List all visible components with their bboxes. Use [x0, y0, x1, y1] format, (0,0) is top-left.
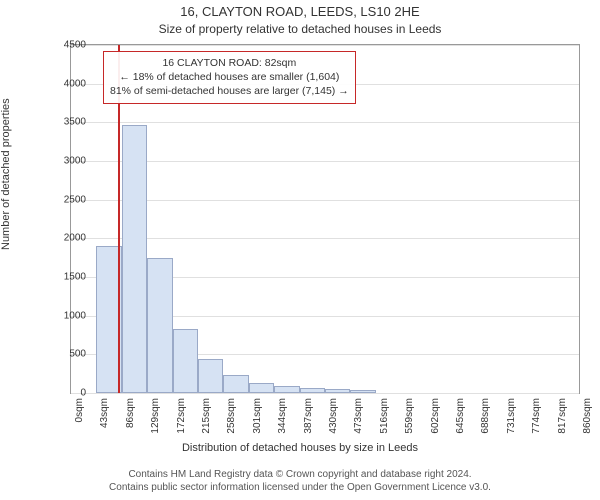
x-tick: 258sqm [226, 398, 237, 434]
histogram-bar [300, 388, 325, 393]
y-tick: 1000 [46, 310, 86, 321]
x-tick: 473sqm [353, 398, 364, 434]
x-tick: 0sqm [74, 398, 85, 422]
grid-line [71, 161, 579, 162]
grid-line [71, 122, 579, 123]
footer-line-2: Contains public sector information licen… [0, 482, 600, 495]
x-tick: 860sqm [582, 398, 593, 434]
histogram-bar [350, 390, 375, 393]
y-tick: 3000 [46, 156, 86, 167]
annotation-line: 81% of semi-detached houses are larger (… [110, 84, 349, 98]
histogram-bar [198, 359, 223, 393]
grid-line [71, 45, 579, 46]
x-tick: 774sqm [531, 398, 542, 434]
x-tick: 172sqm [176, 398, 187, 434]
x-tick: 516sqm [379, 398, 390, 434]
histogram-bar [274, 386, 299, 393]
y-tick: 4000 [46, 78, 86, 89]
x-tick: 731sqm [506, 398, 517, 434]
y-tick: 500 [46, 349, 86, 360]
y-axis-label: Number of detached properties [0, 98, 12, 250]
y-tick: 2000 [46, 233, 86, 244]
x-tick: 86sqm [125, 398, 136, 428]
plot-area: 16 CLAYTON ROAD: 82sqm← 18% of detached … [70, 44, 580, 394]
annotation-box: 16 CLAYTON ROAD: 82sqm← 18% of detached … [103, 51, 356, 104]
histogram-bar [223, 375, 248, 393]
x-tick: 344sqm [277, 398, 288, 434]
x-tick: 215sqm [201, 398, 212, 434]
chart-subtitle: Size of property relative to detached ho… [0, 22, 600, 36]
y-tick: 4500 [46, 40, 86, 51]
x-tick: 129sqm [150, 398, 161, 434]
grid-line [71, 238, 579, 239]
x-tick: 43sqm [99, 398, 110, 428]
histogram-bar [249, 383, 274, 393]
x-tick: 602sqm [430, 398, 441, 434]
y-tick: 1500 [46, 272, 86, 283]
y-tick: 2500 [46, 194, 86, 205]
x-tick: 387sqm [303, 398, 314, 434]
histogram-bar [325, 389, 350, 393]
y-tick: 0 [46, 388, 86, 399]
x-tick: 817sqm [557, 398, 568, 434]
histogram-bar [173, 329, 198, 393]
x-tick: 301sqm [252, 398, 263, 434]
chart-title: 16, CLAYTON ROAD, LEEDS, LS10 2HE [0, 4, 600, 19]
histogram-chart: 16, CLAYTON ROAD, LEEDS, LS10 2HE Size o… [0, 0, 600, 500]
y-tick: 3500 [46, 117, 86, 128]
x-tick: 688sqm [480, 398, 491, 434]
x-tick: 430sqm [328, 398, 339, 434]
x-axis-label: Distribution of detached houses by size … [0, 442, 600, 454]
annotation-line: 16 CLAYTON ROAD: 82sqm [110, 56, 349, 70]
grid-line [71, 200, 579, 201]
footer-line-1: Contains HM Land Registry data © Crown c… [0, 469, 600, 482]
chart-footer: Contains HM Land Registry data © Crown c… [0, 469, 600, 494]
grid-line [71, 393, 579, 394]
x-tick: 645sqm [455, 398, 466, 434]
histogram-bar [122, 125, 147, 393]
annotation-line: ← 18% of detached houses are smaller (1,… [110, 70, 349, 84]
x-tick: 559sqm [404, 398, 415, 434]
histogram-bar [147, 258, 172, 393]
